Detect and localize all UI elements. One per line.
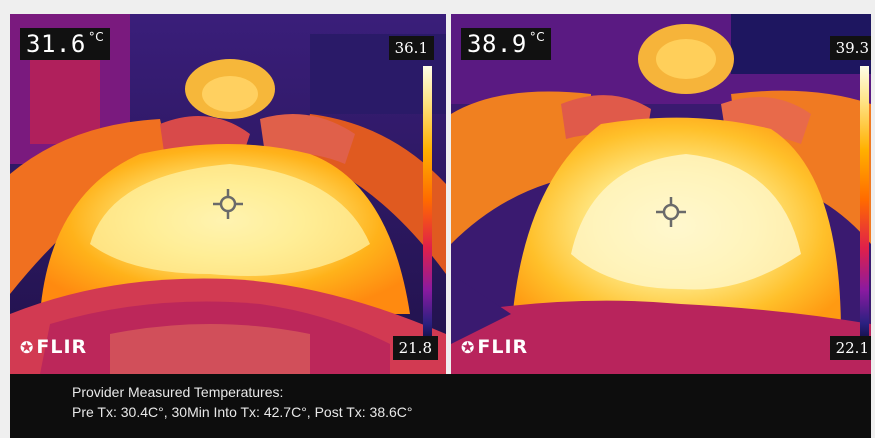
crosshair-icon [656,197,686,227]
scale-max-label: 39.3 [829,36,871,60]
flir-logo: ✪ FLIR [461,336,528,358]
spot-temperature-value: 38.9 [467,30,527,58]
thermal-image-pre: 31.6 °C 36.1 21.8 ✪ FLIR [10,14,446,374]
caption-panel: Provider Measured Temperatures: Pre Tx: … [10,374,871,438]
flir-logo-text: FLIR [36,336,88,358]
color-scale-bar [423,66,432,346]
spot-temperature: 38.9 °C [461,28,552,60]
flir-logo: ✪ FLIR [20,336,87,358]
thermal-scene-post [451,14,871,374]
color-scale-bar [860,66,869,346]
spot-temperature-unit: °C [529,30,546,44]
flir-mark-icon: ✪ [461,338,476,357]
caption-temperatures: Pre Tx: 30.4C°, 30Min Into Tx: 42.7C°, P… [72,404,413,420]
spot-temperature-unit: °C [88,30,105,44]
thermal-image-post: 38.9 °C 39.3 22.1 ✪ FLIR [451,14,871,374]
spot-temperature-value: 31.6 [26,30,86,58]
scale-min-label: 22.1 [829,336,871,360]
flir-logo-text: FLIR [477,336,529,358]
scale-max-label: 36.1 [388,36,434,60]
scale-min-label: 21.8 [392,336,438,360]
crosshair-icon [213,189,243,219]
spot-temperature: 31.6 °C [20,28,111,60]
caption-heading: Provider Measured Temperatures: [72,384,284,400]
flir-mark-icon: ✪ [20,338,35,357]
